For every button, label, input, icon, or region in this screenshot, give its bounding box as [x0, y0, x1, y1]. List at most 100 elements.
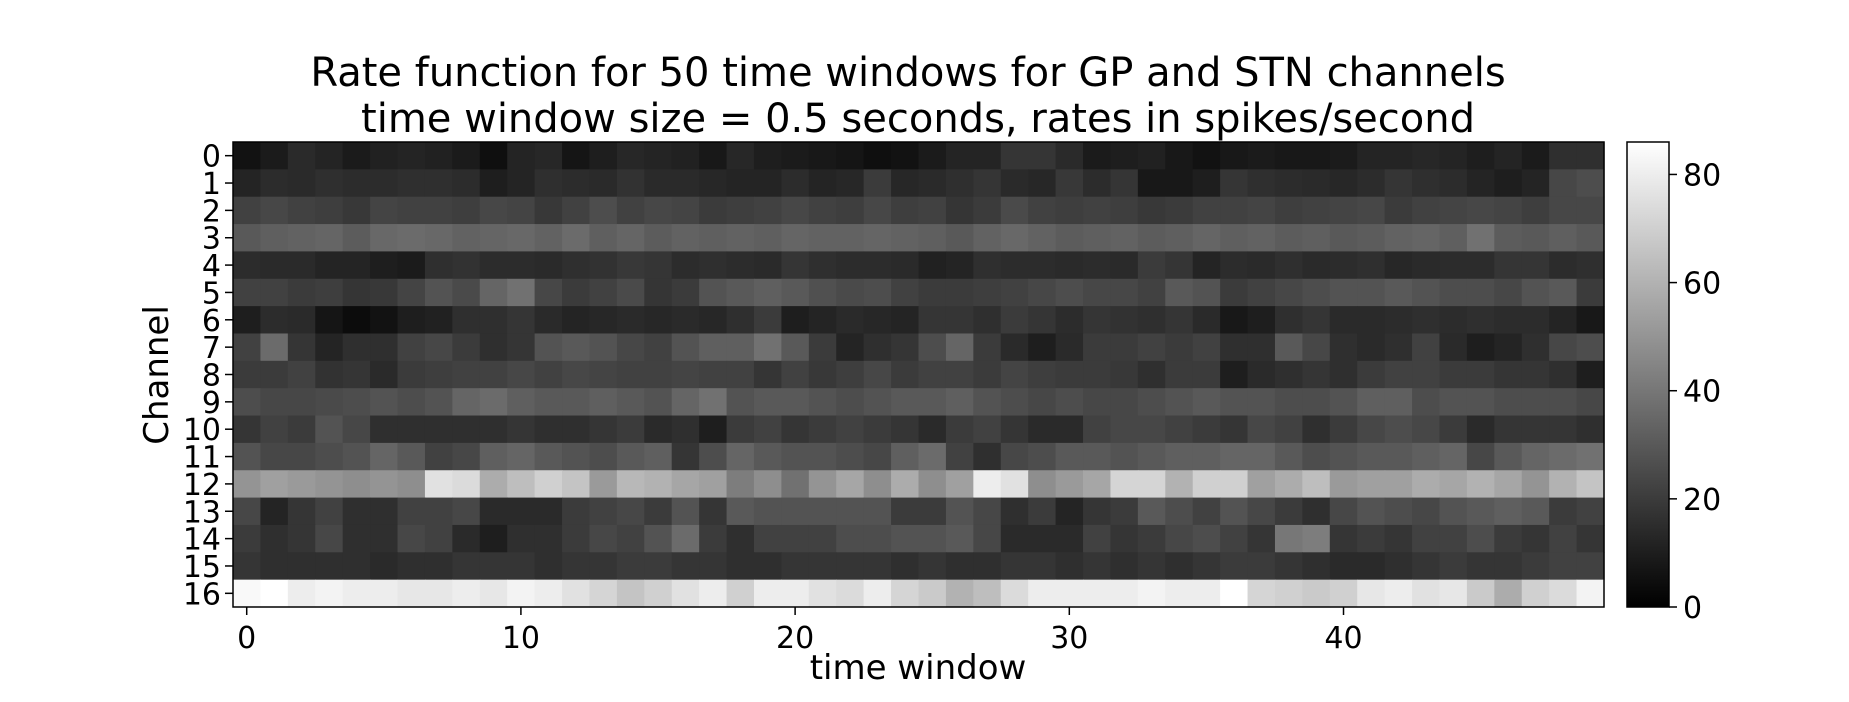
heatmap-cell [507, 442, 536, 471]
heatmap-cell [644, 442, 673, 471]
heatmap-cell [1494, 251, 1523, 280]
heatmap-cell [699, 524, 728, 553]
heatmap-cell [781, 169, 810, 198]
heatmap-cell [726, 333, 755, 362]
heatmap-cell [863, 415, 892, 444]
heatmap-cell [753, 142, 782, 170]
heatmap-cell [589, 360, 618, 389]
heatmap-cell [1220, 278, 1249, 307]
heatmap-cell [342, 333, 371, 362]
heatmap-cell [836, 196, 865, 225]
heatmap-cell [1549, 442, 1578, 471]
heatmap-cell [973, 333, 1002, 362]
heatmap-cell [287, 524, 316, 553]
heatmap-cell [1274, 388, 1303, 417]
heatmap-cell [1055, 415, 1084, 444]
heatmap-cell [1357, 524, 1386, 553]
heatmap-cell [1247, 169, 1276, 198]
heatmap-cell [1220, 196, 1249, 225]
heatmap-cell [1521, 278, 1550, 307]
heatmap-cell [1083, 579, 1112, 608]
heatmap-cell [397, 360, 426, 389]
heatmap-cell [1137, 442, 1166, 471]
heatmap-cell [452, 552, 481, 581]
heatmap-cell [1384, 442, 1413, 471]
heatmap-cell [726, 470, 755, 499]
heatmap-cell [1165, 415, 1194, 444]
heatmap-cell [1028, 470, 1057, 499]
heatmap-cell [1220, 224, 1249, 253]
heatmap-cell [1192, 333, 1221, 362]
heatmap-cell [753, 306, 782, 335]
heatmap-cell [562, 278, 591, 307]
heatmap-cell [479, 224, 508, 253]
heatmap-cell [836, 579, 865, 608]
heatmap-cell [534, 169, 563, 198]
heatmap-cell [507, 497, 536, 526]
x-axis-ticks: 0 10 20 30 40 [237, 607, 1363, 656]
heatmap-cell [945, 251, 974, 280]
heatmap-cell [726, 552, 755, 581]
heatmap-cell [562, 579, 591, 608]
heatmap-cell [342, 251, 371, 280]
heatmap-cell [589, 251, 618, 280]
heatmap-cell [562, 333, 591, 362]
heatmap-cell [260, 442, 289, 471]
heatmap-cell [863, 524, 892, 553]
heatmap-cell [1466, 497, 1495, 526]
heatmap-cell [918, 415, 947, 444]
heatmap-cell [1521, 360, 1550, 389]
heatmap-cell [1439, 142, 1468, 170]
heatmap-cell [1412, 579, 1441, 608]
heatmap-cell [1521, 224, 1550, 253]
heatmap-cell [233, 470, 262, 499]
heatmap-cell [1110, 360, 1139, 389]
heatmap-cell [1329, 497, 1358, 526]
heatmap-cell [534, 524, 563, 553]
heatmap-cell [1055, 579, 1084, 608]
heatmap-cell [1055, 360, 1084, 389]
heatmap-cell [1384, 497, 1413, 526]
heatmap-cell [891, 497, 920, 526]
heatmap-cell [452, 224, 481, 253]
heatmap-cell [1165, 388, 1194, 417]
heatmap-cell [1412, 388, 1441, 417]
heatmap-cell [342, 497, 371, 526]
heatmap-cell [616, 142, 645, 170]
heatmap-cell [233, 169, 262, 198]
heatmap-cell [479, 360, 508, 389]
heatmap-cell [1028, 552, 1057, 581]
heatmap-cell [1110, 306, 1139, 335]
heatmap-cell [973, 196, 1002, 225]
heatmap-cell [1439, 360, 1468, 389]
heatmap-cell [1576, 360, 1605, 389]
heatmap-cell [589, 196, 618, 225]
heatmap-cell [370, 142, 399, 170]
heatmap-cell [918, 360, 947, 389]
heatmap-cell [1000, 415, 1029, 444]
heatmap-cell [1439, 470, 1468, 499]
heatmap-cell [1192, 442, 1221, 471]
heatmap-cell [1055, 442, 1084, 471]
heatmap-cell [699, 415, 728, 444]
heatmap-cell [424, 442, 453, 471]
heatmap-cell [836, 524, 865, 553]
heatmap-cell [342, 442, 371, 471]
heatmap-cell [1412, 224, 1441, 253]
heatmap-cell [863, 470, 892, 499]
heatmap-cell [1576, 552, 1605, 581]
heatmap-cell [1549, 142, 1578, 170]
heatmap-cell [891, 388, 920, 417]
heatmap-cell [1549, 360, 1578, 389]
heatmap-cell [1220, 388, 1249, 417]
heatmap-cell [1466, 333, 1495, 362]
heatmap-cell [1329, 169, 1358, 198]
heatmap-cell [424, 278, 453, 307]
heatmap-cell [808, 278, 837, 307]
heatmap-cell [1028, 333, 1057, 362]
heatmap-cell [1137, 224, 1166, 253]
heatmap-cell [1137, 497, 1166, 526]
heatmap-cell [863, 360, 892, 389]
heatmap-cell [1083, 497, 1112, 526]
heatmap-cell [1412, 524, 1441, 553]
